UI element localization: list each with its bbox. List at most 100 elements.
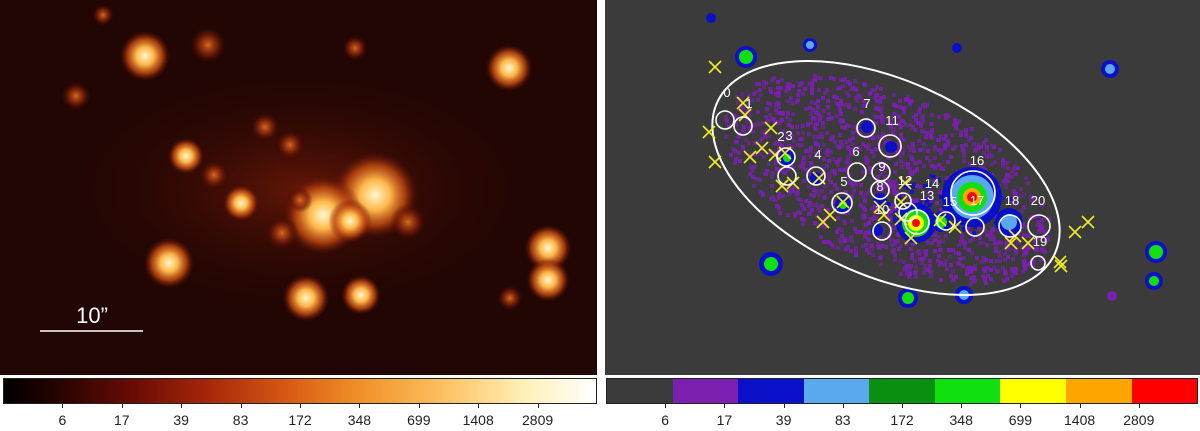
optical-source [250,112,280,142]
source-label-8: 8 [876,179,883,194]
xray-image-panel: 0 1 2 3 4 5 6 7 8 9 10 11 12 13 14 15 16 17 18 19 20 [605,0,1200,375]
source-label-12: 12 [898,173,912,188]
source-region-7 [856,118,876,138]
source-region-0 [715,110,735,130]
source-label-20: 20 [1031,193,1045,208]
source-label-4: 4 [814,147,821,162]
colorbar-segment [869,379,935,403]
cross-marker [736,96,750,110]
optical-source [223,185,259,221]
source-region-18 [998,214,1022,238]
source-region-20 [1027,214,1051,238]
colorbar-tick [478,404,480,408]
source-label-1: 1 [745,96,752,111]
source-label-10: 10 [875,202,889,217]
colorbar-tick [902,404,903,408]
xray-source-blob [885,141,897,153]
colorbar-tick [961,404,963,408]
optical-source [282,274,330,322]
left-colorbar [3,378,597,404]
source-region-10 [872,221,892,241]
colorbar-segment [1065,379,1132,403]
colorbar-tick-label: 1408 [462,412,494,428]
source-region-16 [950,170,996,216]
colorbar-segment [607,379,673,403]
right-colorbar-ticks: 6 17 39 83 172 348 699 1408 2809 [606,404,1198,431]
cross-marker [948,220,962,234]
colorbar-tick-label: 6 [661,412,670,428]
cross-marker [898,176,912,190]
cross-marker [1021,236,1035,250]
cross-marker [1004,236,1018,250]
colorbar-tick-label: 348 [347,412,372,428]
colorbar-tick-label: 348 [949,412,973,428]
xray-source-blob [759,252,783,276]
colorbar-tick-label: 83 [835,412,851,428]
colorbar-tick [121,404,123,408]
colorbar-tick [842,404,844,408]
source-region-17 [965,217,985,237]
colorbar-tick-label: 699 [1008,412,1033,428]
cross-marker [708,155,722,169]
colorbar-tick-label: 39 [775,412,792,428]
xray-source-blob [706,13,716,23]
source-label-7: 7 [863,96,870,111]
galaxy-ellipse [711,60,1061,296]
source-region-5 [831,192,853,214]
cross-marker [755,141,769,155]
colorbar-tick-label: 172 [890,412,914,428]
colorbar-tick-label: 1408 [1064,412,1096,428]
source-region-19 [1030,255,1046,271]
xray-source-blob [1107,291,1117,301]
xray-source-blob [898,288,918,308]
source-label-15: 15 [943,194,957,209]
cross-marker [1054,259,1068,273]
optical-source [524,224,572,272]
cross-marker [1081,215,1095,229]
colorbar-tick [359,404,361,408]
colorbar-tick-label: 172 [288,412,312,428]
colorbar-tick [783,404,785,408]
cross-marker [743,150,757,164]
colorbar-segment [1131,379,1198,403]
xray-source-blob [952,43,962,53]
source-region-6 [847,162,867,182]
source-region-14 [904,209,930,235]
colorbar-tick [665,404,667,408]
optical-source [190,27,226,63]
optical-source [485,44,533,92]
left-colorbar-ticks: 6 17 39 83 172 348 699 1408 2809 [3,404,597,431]
colorbar-tick [537,404,539,408]
colorbar-tick-label: 17 [114,412,130,428]
optical-source [497,285,523,311]
colorbar-tick [1020,404,1022,408]
source-region-4 [806,166,826,186]
cross-marker [816,215,830,229]
source-label-6: 6 [852,144,859,159]
optical-source [92,4,114,26]
colorbar-tick-label: 2809 [1123,412,1155,428]
cross-marker [933,213,947,227]
cross-marker [775,179,789,193]
optical-source [390,204,426,240]
optical-image: 10” [0,0,597,375]
source-region-12 [894,192,912,210]
source-label-17: 17 [970,193,984,208]
cross-marker [702,125,716,139]
cross-marker [877,208,891,222]
source-label-14: 14 [925,176,939,191]
optical-source [119,30,171,82]
colorbar-tick-label: 39 [173,412,189,428]
source-label-9: 9 [878,159,885,174]
colorbar-tick-label: 699 [407,412,431,428]
colorbar-segment [803,379,870,403]
optical-source [61,81,91,111]
optical-source [275,130,305,160]
optical-image-panel: 10” [0,0,597,375]
colorbar-tick [418,404,420,408]
xray-source-blob [1101,60,1119,78]
source-region-13 [898,202,918,222]
optical-source [287,187,313,213]
source-label-13: 13 [920,188,934,203]
colorbar-tick [300,404,301,408]
